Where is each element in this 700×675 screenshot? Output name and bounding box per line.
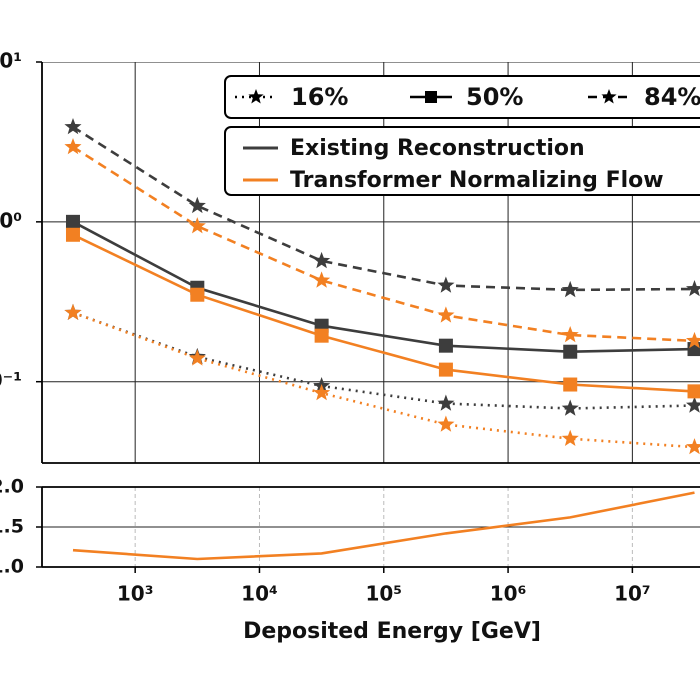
marker [601,89,617,104]
y-tick-label: 10⁰ [0,208,22,232]
line [72,220,695,354]
marker [64,138,82,155]
legend-label: 16% [291,83,348,111]
marker [248,89,264,104]
marker [425,91,437,103]
y-tick-label: 10¹ [0,49,22,73]
marker [437,394,455,411]
upper-grid [42,62,700,463]
marker [563,344,578,359]
marker [686,331,700,349]
legend-label: 50% [466,83,523,111]
x-tick-label: 10⁷ [614,582,651,606]
marker [188,196,206,214]
legend [224,75,700,119]
marker [313,251,331,269]
marker [438,362,453,377]
marker [561,429,579,446]
marker [437,306,455,323]
marker [190,287,205,302]
marker [438,338,453,353]
ratio-line [72,491,695,561]
legend [224,126,700,196]
marker [687,384,700,399]
legend-label: Transformer Normalizing Flow [290,168,664,193]
marker [64,118,82,135]
marker [65,214,80,229]
y-tick-label: 10⁻¹ [0,368,22,392]
marker [686,438,700,455]
y-tick-label: 2.0 [0,476,24,498]
x-tick-label: 10⁶ [490,582,527,606]
line [72,125,695,292]
legend-label: 84% [644,83,700,111]
marker [686,280,700,297]
marker [188,217,206,234]
ratio-area [72,491,695,561]
marker [313,271,331,288]
marker [437,415,455,432]
line [72,311,695,410]
plot-area [64,118,700,455]
marker [561,399,579,416]
x-tick-label: 10⁴ [241,582,278,606]
marker [65,227,80,242]
marker [686,396,700,413]
marker [188,349,206,366]
marker [313,384,331,401]
marker [314,328,329,343]
line [72,233,695,393]
marker [64,303,82,320]
x-tick-label: 10⁵ [365,582,402,606]
y-tick-label: 1.0 [0,556,24,578]
line [72,145,695,343]
x-tick-label: 10³ [117,582,154,606]
y-tick-label: 1.5 [0,516,24,538]
marker [561,280,579,298]
marker [563,377,578,392]
legend-label: Existing Reconstruction [290,136,585,161]
marker [561,326,579,343]
marker [437,276,455,293]
x-axis-label: Deposited Energy [GeV] [243,619,541,644]
